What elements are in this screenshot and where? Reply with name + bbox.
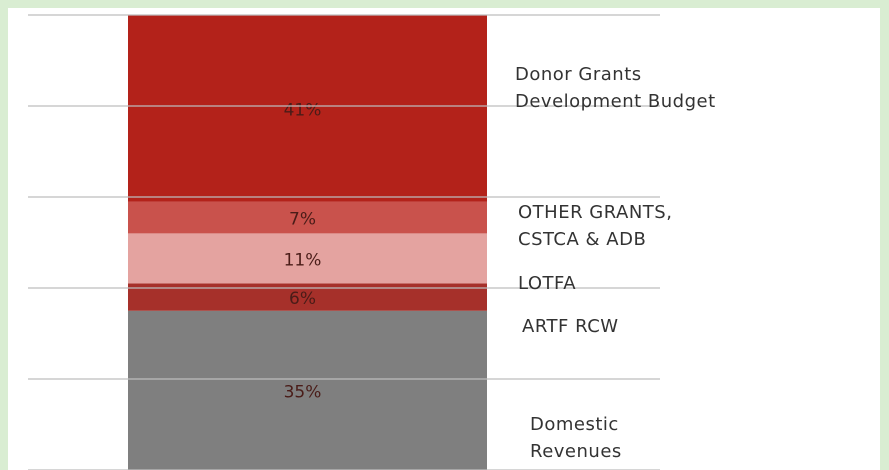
series-label: OTHER GRANTS, CSTCA & ADB (518, 202, 673, 250)
bar-segment (128, 310, 487, 470)
bar-segment (128, 201, 487, 234)
series-label: Donor Grants Development Budget (515, 64, 716, 112)
data-label: 11% (284, 250, 322, 270)
data-label: 35% (284, 382, 322, 402)
data-label: 6% (289, 289, 316, 309)
series-label: LOTFA (518, 273, 577, 294)
bar-segment (128, 233, 487, 284)
bar-segment (128, 15, 487, 202)
series-label: Domestic Revenues (530, 414, 622, 462)
series-label: ARTF RCW (522, 316, 619, 337)
data-label: 7% (289, 209, 316, 229)
data-label: 41% (284, 100, 322, 120)
